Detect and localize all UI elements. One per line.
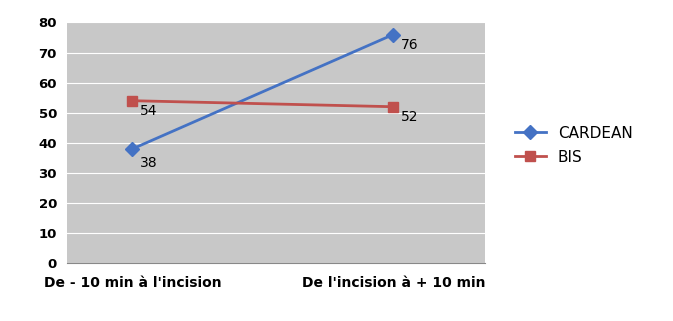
Text: 38: 38 xyxy=(140,156,158,170)
Text: 52: 52 xyxy=(401,110,419,124)
CARDEAN xyxy=(389,33,397,37)
Text: 76: 76 xyxy=(401,38,419,51)
Legend: CARDEAN, BIS: CARDEAN, BIS xyxy=(509,120,639,171)
Text: 54: 54 xyxy=(140,104,158,118)
Line: CARDEAN: CARDEAN xyxy=(128,30,398,154)
Line: BIS: BIS xyxy=(128,96,398,112)
BIS xyxy=(129,99,137,103)
CARDEAN xyxy=(129,147,137,151)
BIS xyxy=(389,105,397,108)
